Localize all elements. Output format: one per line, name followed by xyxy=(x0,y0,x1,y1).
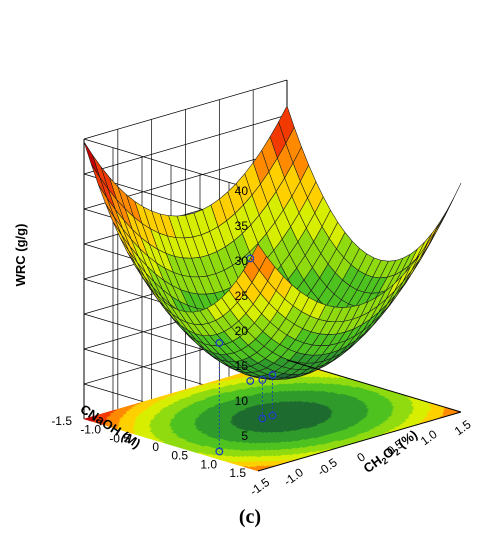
surface-plot: 5101520253035401.51.00.50-0.5-1.0-1.5-1.… xyxy=(13,79,474,499)
